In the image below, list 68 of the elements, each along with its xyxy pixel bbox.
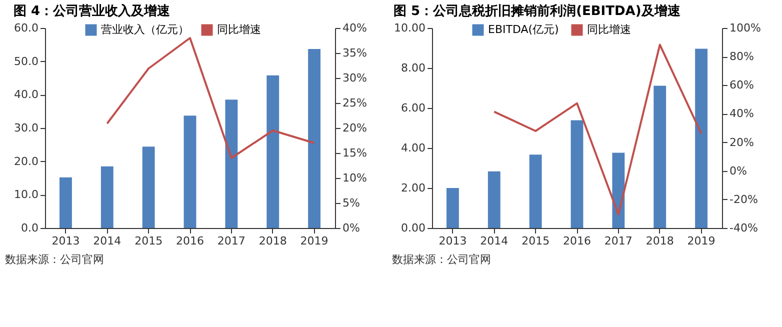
bar	[570, 120, 584, 228]
y2-tick-label: 10%	[342, 172, 367, 184]
y2-tick-label: 15%	[342, 146, 367, 160]
x-tick-label: 2016	[563, 234, 591, 248]
y2-tick-label: 35%	[342, 46, 367, 60]
bar	[142, 146, 155, 228]
y2-tick-label: -40%	[730, 222, 758, 234]
y2-tick-label: 0%	[342, 222, 360, 234]
y2-tick-label: 0%	[730, 164, 747, 178]
bar	[100, 166, 114, 228]
x-tick-label: 2019	[300, 234, 328, 248]
bar	[308, 49, 320, 228]
x-tick-label: 2015	[522, 234, 550, 248]
legend-label: 同比增速	[217, 23, 261, 36]
chart-title: 图 4：公司营业收入及增速	[14, 3, 172, 19]
line-series	[493, 44, 702, 216]
y2-tick-label: 100%	[730, 22, 761, 34]
y-tick-label: 60.0	[14, 22, 38, 34]
chart-title: 图 5：公司息税折旧摊销前利润(EBITDA)及增速	[394, 3, 682, 19]
legend-label: 同比增速	[587, 23, 631, 36]
y2-tick-label: 25%	[342, 96, 367, 110]
y-tick-label: 2.00	[401, 182, 426, 194]
bar	[225, 100, 238, 228]
x-tick-label: 2019	[687, 234, 716, 248]
x-tick-label: 2014	[480, 234, 508, 248]
y-tick-label: 6.00	[401, 102, 426, 114]
bar	[60, 177, 72, 228]
y2-tick-label: -20%	[730, 192, 758, 206]
y-tick-label: 30.0	[14, 122, 38, 134]
bar	[654, 86, 666, 228]
bar	[612, 152, 625, 228]
y2-tick-label: 20%	[730, 136, 754, 149]
y2-tick-label: 40%	[342, 22, 367, 34]
y-tick-label: 0.0	[21, 222, 38, 234]
y-tick-label: 8.00	[401, 62, 426, 74]
y2-tick-label: 80%	[730, 50, 754, 64]
x-tick-label: 2015	[134, 234, 163, 248]
x-tick-label: 2013	[438, 234, 467, 248]
y-tick-label: 20.0	[14, 154, 38, 168]
x-tick-label: 2017	[217, 234, 246, 248]
y2-tick-label: 60%	[730, 78, 754, 92]
bar	[266, 75, 280, 228]
y-tick-label: 0.00	[401, 222, 426, 234]
y-tick-label: 10.0	[14, 188, 38, 202]
x-tick-label: 2014	[93, 234, 122, 248]
y-tick-label: 40.0	[14, 88, 38, 102]
legend-label: EBITDA(亿元)	[488, 23, 559, 36]
bar	[695, 48, 708, 228]
y-tick-label: 10.00	[394, 22, 426, 34]
bar	[446, 188, 459, 228]
source-note: 数据来源：公司官网	[392, 253, 491, 266]
bar	[488, 171, 500, 228]
legend-label: 营业收入（亿元）	[101, 23, 189, 36]
y2-tick-label: 20%	[342, 122, 367, 134]
x-tick-label: 2017	[604, 234, 632, 248]
line-series	[106, 37, 316, 159]
y2-tick-label: 5%	[342, 196, 360, 210]
y2-tick-label: 30%	[342, 72, 367, 84]
y-tick-label: 4.00	[401, 142, 426, 154]
x-tick-label: 2016	[176, 234, 204, 248]
y2-tick-label: 40%	[730, 107, 754, 120]
x-tick-label: 2018	[258, 234, 287, 248]
source-note: 数据来源：公司官网	[5, 253, 104, 266]
bar	[184, 116, 196, 228]
x-tick-label: 2013	[52, 234, 80, 248]
bar	[529, 154, 542, 228]
y-tick-label: 50.0	[14, 54, 38, 68]
x-tick-label: 2018	[646, 234, 674, 248]
